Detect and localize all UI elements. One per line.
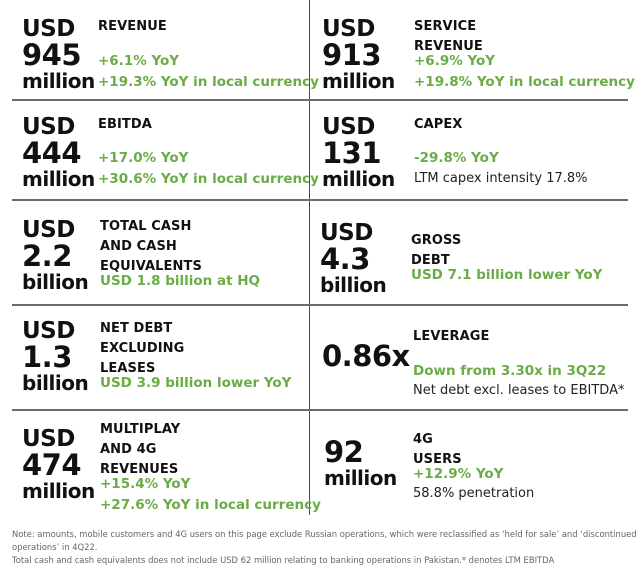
currency-label: USD — [22, 16, 75, 42]
value-number: 945 — [22, 38, 82, 72]
kpi-value: USD 474 million — [22, 426, 95, 503]
unit-label: million — [22, 479, 95, 503]
kpi-detail: LTM capex intensity 17.8% — [414, 171, 588, 186]
kpi-change: USD 3.9 billion lower YoY — [100, 375, 292, 391]
kpi-title: SERVICE REVENUE — [414, 19, 483, 54]
unit-label: billion — [22, 371, 89, 395]
row-divider — [12, 99, 628, 101]
kpi-value: USD 444 million — [22, 114, 95, 191]
kpi-change: USD 7.1 billion lower YoY — [411, 267, 603, 283]
currency-label: USD — [322, 16, 375, 42]
unit-label: million — [322, 69, 395, 93]
kpi-title-line: MULTIPLAY AND 4G — [100, 422, 181, 457]
kpi-value: USD 2.2 billion — [22, 217, 89, 294]
kpi-title-line: LEASES — [100, 361, 156, 376]
kpi-change: +6.1% YoY — [98, 53, 180, 69]
kpi-value: 92 million — [324, 435, 397, 490]
kpi-title: CAPEX — [414, 117, 463, 132]
unit-label: million — [322, 167, 395, 191]
kpi-title-line: EQUIVALENTS — [100, 259, 202, 274]
kpi-detail: 58.8% penetration — [413, 486, 535, 501]
kpi-change-local: +30.6% YoY in local currency — [98, 171, 319, 187]
currency-label: USD — [22, 318, 75, 344]
kpi-change: +6.9% YoY — [414, 53, 496, 69]
value-number: 131 — [322, 136, 382, 170]
value-number: 2.2 — [22, 239, 72, 273]
value-number: 444 — [22, 136, 82, 170]
footnote: Note: amounts, mobile customers and 4G u… — [12, 528, 637, 567]
value-number: 92 — [324, 435, 364, 469]
currency-label: USD — [320, 220, 373, 246]
row-divider — [12, 409, 628, 411]
kpi-value: USD 4.3 billion — [320, 220, 387, 297]
currency-label: USD — [22, 426, 75, 452]
column-divider — [309, 0, 310, 515]
kpi-title: NET DEBT EXCLUDING LEASES — [100, 319, 184, 379]
unit-label: million — [22, 69, 95, 93]
kpi-value: USD 945 million — [22, 16, 95, 93]
kpi-change: USD 1.8 billion at HQ — [100, 273, 261, 289]
value-number: 4.3 — [320, 242, 370, 276]
currency-label: USD — [22, 114, 75, 140]
kpi-title-line: TOTAL CASH AND CASH — [100, 219, 192, 254]
footnote-line: Total cash and cash equivalents does not… — [12, 555, 555, 565]
kpi-change-local: +19.8% YoY in local currency — [414, 74, 635, 90]
kpi-change: +15.4% YoY — [100, 476, 191, 492]
kpi-change: +17.0% YoY — [98, 150, 189, 166]
kpi-title: GROSS DEBT — [411, 233, 462, 268]
currency-label: USD — [22, 217, 75, 243]
kpi-title: LEVERAGE — [413, 329, 490, 344]
kpi-title: MULTIPLAY AND 4G REVENUES — [100, 420, 180, 480]
value-number: 474 — [22, 448, 82, 482]
value-number: 913 — [322, 38, 382, 72]
row-divider — [12, 304, 628, 306]
kpi-change: +12.9% YoY — [413, 466, 504, 482]
value-number: 0.86x — [322, 339, 410, 373]
kpi-title-line: REVENUES — [100, 462, 179, 477]
kpi-change: Down from 3.30x in 3Q22 — [413, 363, 607, 379]
value-number: 1.3 — [22, 340, 72, 374]
unit-label: million — [22, 167, 95, 191]
unit-label: billion — [320, 273, 387, 297]
currency-label: USD — [322, 114, 375, 140]
kpi-title: EBITDA — [98, 117, 152, 132]
footnote-line: Note: amounts, mobile customers and 4G u… — [12, 529, 637, 552]
kpi-title-line: NET DEBT EXCLUDING — [100, 321, 185, 356]
kpi-detail: Net debt excl. leases to EBITDA* — [413, 383, 625, 398]
kpi-change-local: +19.3% YoY in local currency — [98, 74, 319, 90]
kpi-change: -29.8% YoY — [414, 150, 499, 166]
kpi-value: 0.86x — [322, 342, 410, 371]
unit-label: billion — [22, 270, 89, 294]
kpi-title: 4G USERS — [413, 432, 462, 467]
kpi-change-local: +27.6% YoY in local currency — [100, 497, 321, 513]
unit-label: million — [324, 466, 397, 490]
row-divider — [12, 199, 628, 201]
kpi-title: REVENUE — [98, 19, 167, 34]
kpi-title: TOTAL CASH AND CASH EQUIVALENTS — [100, 217, 202, 277]
kpi-value: USD 131 million — [322, 114, 395, 191]
kpi-value: USD 1.3 billion — [22, 318, 89, 395]
kpi-value: USD 913 million — [322, 16, 395, 93]
